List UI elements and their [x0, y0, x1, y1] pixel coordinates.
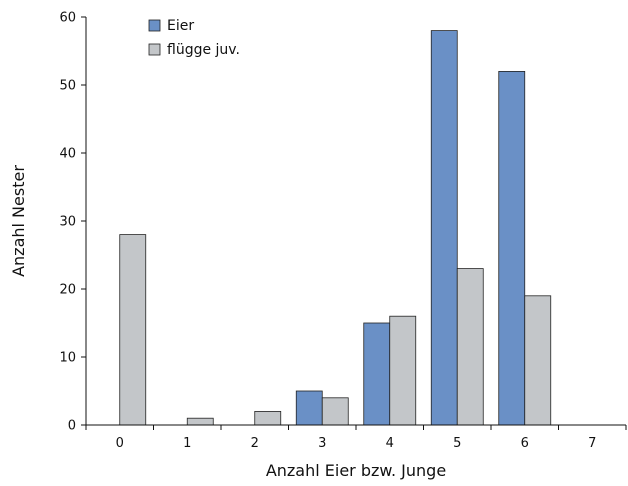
bar-series1-cat4: [389, 315, 417, 426]
bar-series0-cat3: [295, 390, 323, 426]
legend-swatch: [148, 43, 161, 56]
x-ticks: 0 1 2 3 4 5 6 7: [85, 425, 627, 451]
y-tick-label: 50: [59, 79, 76, 94]
x-tick-label: 6: [521, 436, 529, 451]
legend-label: Eier: [167, 18, 194, 34]
y-axis-title: Anzahl Nester: [9, 165, 28, 277]
bar-series0-cat4: [363, 322, 391, 426]
y-tick-label: 40: [59, 147, 76, 162]
legend-label: flügge juv.: [167, 42, 240, 58]
x-tick-label: 3: [318, 436, 326, 451]
bar-series1-cat2: [254, 410, 282, 426]
y-tick-label: 60: [59, 11, 76, 26]
x-tick-label: 4: [386, 436, 394, 451]
x-axis-title: Anzahl Eier bzw. Junge: [266, 461, 446, 480]
x-tick-label: 0: [116, 436, 124, 451]
y-tick-label: 10: [59, 351, 76, 366]
x-tick-label: 2: [251, 436, 259, 451]
bar-series1-cat1: [186, 417, 214, 426]
legend: Eier flügge juv.: [148, 18, 240, 58]
y-tick-label: 30: [59, 215, 76, 230]
bar-series1-cat6: [524, 295, 552, 426]
x-tick-label: 7: [588, 436, 596, 451]
y-tick-label: 0: [68, 419, 76, 434]
legend-swatch: [148, 19, 161, 32]
x-tick-label: 1: [183, 436, 191, 451]
y-tick-label: 20: [59, 283, 76, 298]
bar-series0-cat6: [498, 71, 526, 426]
bar-series1-cat3: [321, 397, 349, 426]
bars: [119, 30, 552, 426]
bar-series1-cat5: [456, 268, 484, 426]
bar-series0-cat5: [430, 30, 458, 426]
y-ticks: 0 10 20 30 40 50 60: [59, 11, 86, 434]
bar-series1-cat0: [119, 234, 147, 426]
x-tick-label: 5: [453, 436, 461, 451]
